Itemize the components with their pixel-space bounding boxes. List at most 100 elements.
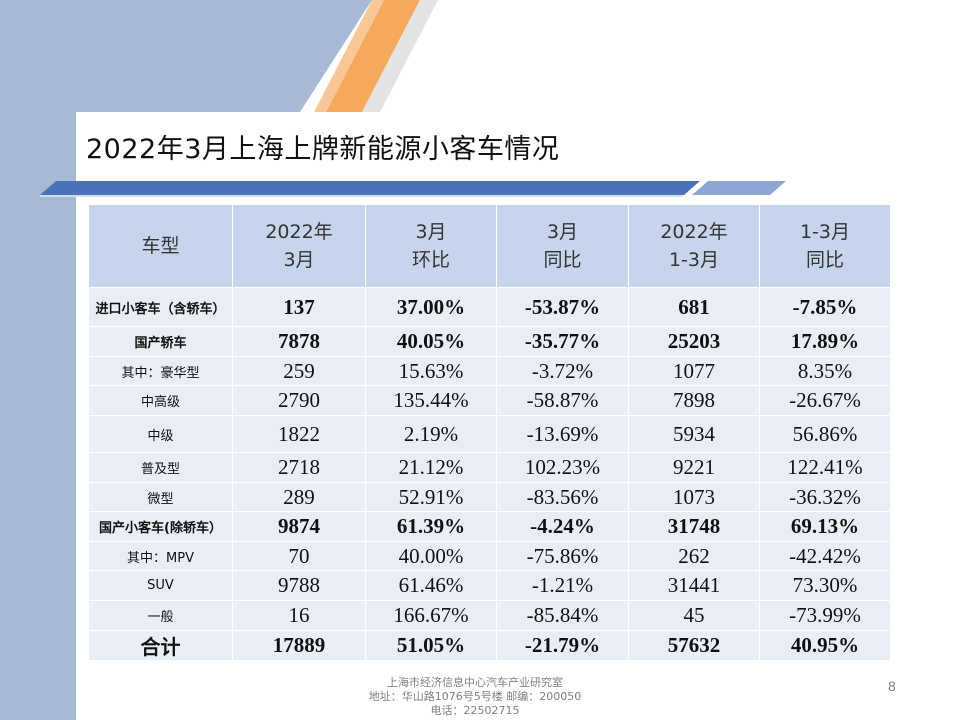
header-line-2: 同比 (543, 249, 582, 271)
table-cell: -1.21% (496, 570, 629, 601)
table-cell: 9788 (232, 570, 366, 601)
table-row: 中级 1822 2.19% -13.69% 5934 56.86% (88, 415, 891, 453)
table-row: 微型 289 52.91% -83.56% 1073 -36.32% (88, 482, 891, 512)
header-line-1: 2022年 (265, 221, 333, 243)
table-cell: -85.84% (496, 600, 629, 631)
table-row: 其中：MPV 70 40.00% -75.86% 262 -42.42% (88, 541, 891, 571)
table-row: 其中：豪华型 259 15.63% -3.72% 1077 8.35% (88, 356, 891, 386)
table-cell: -75.86% (496, 541, 629, 571)
table-cell: 7898 (628, 385, 760, 416)
row-label: 普及型 (88, 452, 233, 483)
table-cell: -58.87% (496, 385, 629, 416)
table-row: SUV 9788 61.46% -1.21% 31441 73.30% (88, 570, 891, 601)
table-cell: 7878 (232, 326, 366, 357)
slide-title: 2022年3月上海上牌新能源小客车情况 (86, 134, 560, 165)
row-label: 其中：豪华型 (88, 356, 233, 386)
table-cell: 8.35% (759, 356, 891, 386)
table-row: 普及型 2718 21.12% 102.23% 9221 122.41% (88, 452, 891, 483)
top-decor-stripes (0, 0, 960, 112)
header-cell: 1-3月 同比 (759, 204, 891, 288)
table-row: 合计 17889 51.05% -21.79% 57632 40.95% (88, 630, 891, 661)
table-cell: 1073 (628, 482, 760, 512)
table-cell: 262 (628, 541, 760, 571)
header-line-1: 3月 (415, 221, 447, 243)
table-cell: 5934 (628, 415, 760, 453)
table-cell: -53.87% (496, 287, 629, 327)
table-cell: -4.24% (496, 511, 629, 542)
footer-org: 上海市经济信息中心汽车产业研究室 (387, 676, 563, 689)
table-cell: -35.77% (496, 326, 629, 357)
table-cell: 21.12% (365, 452, 497, 483)
header-line-2: 环比 (411, 249, 450, 271)
table-cell: 25203 (628, 326, 760, 357)
table-cell: 15.63% (365, 356, 497, 386)
table-cell: 166.67% (365, 600, 497, 631)
header-cell: 车型 (88, 204, 233, 288)
table-cell: 45 (628, 600, 760, 631)
row-label: 一般 (88, 600, 233, 631)
row-label: 其中：MPV (88, 541, 233, 571)
table-cell: 40.00% (365, 541, 497, 571)
table-cell: -21.79% (496, 630, 629, 661)
table-cell: 137 (232, 287, 366, 327)
footer-contact: 上海市经济信息中心汽车产业研究室 地址：华山路1076号5号楼 邮编：20005… (300, 676, 650, 718)
table-cell: 16 (232, 600, 366, 631)
row-label: SUV (88, 570, 233, 601)
table-cell: 69.13% (759, 511, 891, 542)
table-cell: 1077 (628, 356, 760, 386)
table-cell: 57632 (628, 630, 760, 661)
table-cell: 2718 (232, 452, 366, 483)
footer-address: 地址：华山路1076号5号楼 邮编：200050 (368, 690, 582, 703)
table-cell: 259 (232, 356, 366, 386)
table-cell: 135.44% (365, 385, 497, 416)
header-cell: 2022年 1-3月 (628, 204, 760, 288)
table-cell: 51.05% (365, 630, 497, 661)
table-cell: 2.19% (365, 415, 497, 453)
table-cell: 31748 (628, 511, 760, 542)
table-cell: 102.23% (496, 452, 629, 483)
table-cell: 56.86% (759, 415, 891, 453)
table-cell: -36.32% (759, 482, 891, 512)
table-header-row: 车型 2022年 3月 3月 环比 3月 同比 2022年 1-3月 1-3月 同比 (88, 204, 891, 288)
table-cell: 61.46% (365, 570, 497, 601)
row-label: 进口小客车（含轿车） (88, 287, 233, 327)
row-label: 合计 (88, 630, 233, 661)
table-cell: 52.91% (365, 482, 497, 512)
table-cell: 9221 (628, 452, 760, 483)
table-cell: 40.05% (365, 326, 497, 357)
table-cell: 37.00% (365, 287, 497, 327)
data-table: 车型 2022年 3月 3月 环比 3月 同比 2022年 1-3月 1-3月 同比 进口小客车（含… (88, 204, 891, 661)
table-row: 国产轿车 7878 40.05% -35.77% 25203 17.89% (88, 326, 891, 357)
table-cell: 73.30% (759, 570, 891, 601)
header-cell: 3月环比 (365, 204, 497, 288)
title-underline-bar (40, 181, 790, 201)
table-cell: 681 (628, 287, 760, 327)
table-cell: -42.42% (759, 541, 891, 571)
table-row: 一般 16 166.67% -85.84% 45 -73.99% (88, 600, 891, 631)
table-cell: -83.56% (496, 482, 629, 512)
row-label: 国产轿车 (88, 326, 233, 357)
header-line-1: 3月 (546, 221, 579, 243)
table-cell: 122.41% (759, 452, 891, 483)
row-label: 中高级 (88, 385, 233, 416)
table-cell: 17.89% (759, 326, 891, 357)
table-cell: -7.85% (759, 287, 891, 327)
footer-phone: 电话：22502715 (430, 704, 520, 717)
table-row: 中高级 2790 135.44% -58.87% 7898 -26.67% (88, 385, 891, 416)
row-label: 微型 (88, 482, 233, 512)
left-decor-band (0, 0, 76, 720)
header-cell: 3月同比 (496, 204, 629, 288)
page-number: 8 (888, 678, 896, 694)
table-cell: 289 (232, 482, 366, 512)
row-label: 国产小客车(除轿车） (88, 511, 233, 542)
table-cell: 2790 (232, 385, 366, 416)
table-cell: 61.39% (365, 511, 497, 542)
header-line-1: 车型 (141, 235, 180, 257)
table-cell: -26.67% (759, 385, 891, 416)
table-cell: 31441 (628, 570, 760, 601)
table-row: 进口小客车（含轿车） 137 37.00% -53.87% 681 -7.85% (88, 287, 891, 327)
header-line-1: 1-3月 (799, 221, 851, 243)
header-cell: 2022年 3月 (232, 204, 366, 288)
table-cell: 1822 (232, 415, 366, 453)
row-label: 中级 (88, 415, 233, 453)
